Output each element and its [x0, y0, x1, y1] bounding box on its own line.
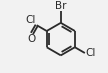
Text: Br: Br — [55, 1, 67, 11]
Text: Cl: Cl — [86, 48, 96, 58]
Text: Cl: Cl — [25, 15, 36, 25]
Text: O: O — [27, 34, 35, 44]
